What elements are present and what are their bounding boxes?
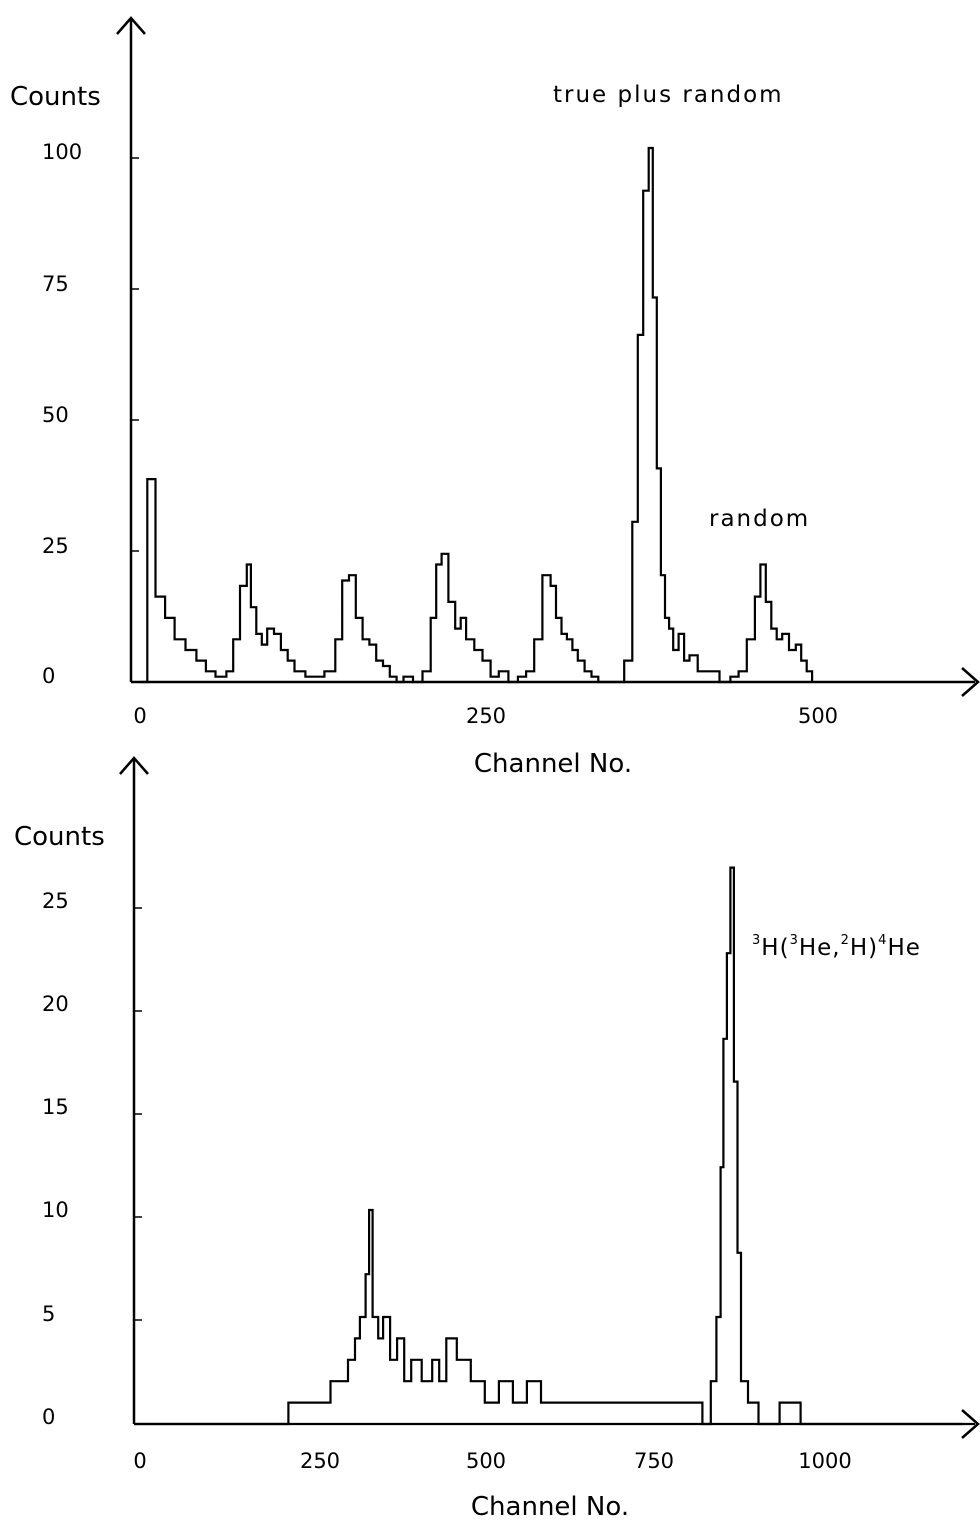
reaction-part: H) bbox=[850, 935, 878, 961]
bottom-y-tick: 20 bbox=[42, 992, 69, 1016]
reaction-sup: 3 bbox=[790, 933, 799, 948]
bottom-y-tick-marks bbox=[134, 907, 142, 1321]
top-x-axis-label: Channel No. bbox=[474, 749, 632, 779]
bottom-x-tick: 500 bbox=[466, 1449, 506, 1473]
bottom-y-tick: 0 bbox=[42, 1405, 55, 1429]
top-y-axis-label: Counts bbox=[10, 82, 101, 112]
bottom-y-axis-arrow bbox=[119, 756, 149, 775]
reaction-sup: 2 bbox=[841, 933, 850, 948]
top-chart: Counts Channel No. 0 25 50 75 100 0 250 … bbox=[10, 16, 980, 779]
top-y-ticks: 0 25 50 75 100 bbox=[42, 140, 82, 688]
bottom-y-tick: 15 bbox=[42, 1095, 69, 1119]
top-y-tick: 50 bbox=[42, 403, 69, 427]
bottom-spectrum-trace bbox=[134, 866, 962, 1426]
bottom-x-ticks: 0 250 500 750 1000 bbox=[133, 1449, 851, 1473]
top-y-tick: 0 bbox=[42, 664, 55, 688]
bottom-y-axis-label: Counts bbox=[14, 822, 105, 852]
bottom-x-tick: 250 bbox=[300, 1449, 340, 1473]
top-y-tick: 25 bbox=[42, 534, 69, 558]
top-annotation-random: random bbox=[709, 506, 810, 532]
reaction-sup: 4 bbox=[878, 933, 887, 948]
top-x-tick: 250 bbox=[466, 704, 506, 728]
bottom-y-tick: 10 bbox=[42, 1198, 69, 1222]
top-x-tick: 500 bbox=[798, 704, 838, 728]
reaction-part: H( bbox=[761, 935, 789, 961]
bottom-x-axis-arrow bbox=[961, 1409, 980, 1439]
top-x-axis-arrow bbox=[961, 667, 980, 697]
bottom-x-tick: 0 bbox=[133, 1449, 146, 1473]
top-y-tick: 75 bbox=[42, 272, 69, 296]
top-spectrum-trace bbox=[140, 146, 814, 684]
top-y-tick-marks bbox=[131, 157, 139, 552]
bottom-y-tick: 25 bbox=[42, 889, 69, 913]
bottom-annotation-reaction: 3H(3He,2H)4He bbox=[752, 933, 921, 961]
bottom-x-tick: 1000 bbox=[798, 1449, 851, 1473]
top-x-tick: 0 bbox=[133, 704, 146, 728]
bottom-x-axis-label: Channel No. bbox=[471, 1492, 629, 1522]
top-y-tick: 100 bbox=[42, 140, 82, 164]
reaction-sup: 3 bbox=[752, 933, 761, 948]
bottom-y-ticks: 0 5 10 15 20 25 bbox=[42, 889, 69, 1429]
reaction-part: He bbox=[887, 935, 920, 961]
bottom-y-tick: 5 bbox=[42, 1302, 55, 1326]
top-annotation-true-plus-random: true plus random bbox=[553, 82, 784, 108]
top-y-axis-arrow bbox=[116, 16, 146, 35]
reaction-part: He, bbox=[799, 935, 841, 961]
bottom-chart: Counts Channel No. 0 5 10 15 20 25 0 250… bbox=[14, 756, 980, 1522]
top-x-ticks: 0 250 500 bbox=[133, 704, 838, 728]
bottom-x-tick: 750 bbox=[634, 1449, 674, 1473]
